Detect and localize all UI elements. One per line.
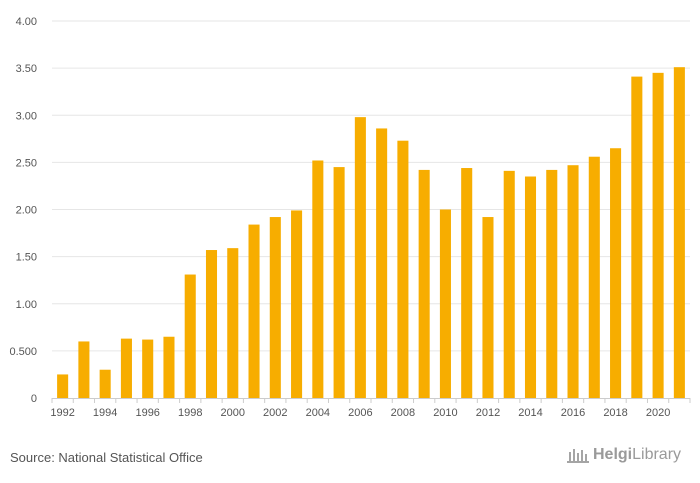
- y-tick-label: 3.00: [16, 110, 37, 122]
- y-tick-label: 3.50: [16, 63, 37, 75]
- x-tick-label: 2000: [221, 407, 245, 419]
- x-tick-label: 1996: [135, 407, 159, 419]
- bar-2005[interactable]: [333, 167, 345, 398]
- bar-2010[interactable]: [439, 209, 451, 399]
- bar-2020[interactable]: [652, 72, 664, 399]
- source-note: Source: National Statistical Office: [10, 450, 203, 465]
- library-building-icon: [567, 449, 589, 463]
- x-tick-label: 2018: [603, 407, 627, 419]
- x-tick-label: 2020: [646, 407, 670, 419]
- x-tick-label: 2002: [263, 407, 287, 419]
- bar-2021[interactable]: [673, 67, 685, 399]
- x-tick-label: 1998: [178, 407, 202, 419]
- x-tick-label: 2006: [348, 407, 372, 419]
- y-tick-label: 2.00: [16, 205, 37, 217]
- bar-2000[interactable]: [227, 248, 239, 398]
- bar-2012[interactable]: [482, 217, 494, 398]
- bar-1996[interactable]: [142, 339, 154, 398]
- bar-2009[interactable]: [418, 169, 430, 398]
- x-tick-label: 1994: [93, 407, 117, 419]
- bar-2017[interactable]: [588, 156, 600, 398]
- bar-2011[interactable]: [461, 168, 473, 398]
- logo-word-library: Library: [632, 446, 682, 463]
- y-tick-label: 1.00: [16, 299, 37, 311]
- bar-2019[interactable]: [631, 76, 643, 399]
- bar-2014[interactable]: [524, 176, 537, 398]
- bar-2002[interactable]: [269, 217, 281, 398]
- bar-1993[interactable]: [78, 341, 90, 398]
- x-axis-ticks: 1992 1994 1996 1998 2000 2002 2004 2006 2008 2010…: [50, 398, 691, 419]
- x-tick-label: 1992: [50, 407, 74, 419]
- grid-lines: [52, 20, 690, 352]
- bar-2015[interactable]: [546, 169, 558, 398]
- bar-1999[interactable]: [205, 250, 218, 398]
- bar-1995[interactable]: [120, 338, 132, 398]
- bar-2007[interactable]: [376, 128, 388, 398]
- bar-2018[interactable]: [610, 148, 622, 398]
- bar-2001[interactable]: [248, 224, 260, 398]
- y-tick-label: 1.50: [16, 252, 37, 264]
- bar-2013[interactable]: [503, 170, 515, 398]
- bar-2003[interactable]: [291, 210, 303, 398]
- bar-2004[interactable]: [312, 160, 324, 398]
- y-tick-label: 2.50: [16, 157, 37, 169]
- y-axis-ticks: 0 0.500 1.00 1.50 2.00 2.50 3.00 3.50 4.00: [9, 16, 37, 405]
- x-tick-label: 2016: [561, 407, 585, 419]
- y-tick-label: 0: [31, 393, 37, 405]
- x-tick-label: 2010: [433, 407, 457, 419]
- bar-2008[interactable]: [397, 140, 409, 398]
- bar-2016[interactable]: [567, 165, 579, 398]
- y-tick-label: 0.500: [9, 346, 37, 358]
- y-tick-label: 4.00: [16, 16, 37, 28]
- x-tick-label: 2008: [391, 407, 415, 419]
- bar-1994[interactable]: [99, 369, 111, 398]
- bar-1998[interactable]: [184, 274, 196, 398]
- bar-1997[interactable]: [163, 336, 175, 398]
- bars: [57, 67, 685, 399]
- helgi-library-logo[interactable]: Helgi Library: [566, 446, 681, 464]
- logo-word-helgi: Helgi: [593, 446, 633, 463]
- bar-2006[interactable]: [354, 117, 366, 398]
- bar-1992[interactable]: [57, 374, 69, 398]
- x-tick-label: 2012: [476, 407, 500, 419]
- x-tick-label: 2014: [518, 407, 542, 419]
- x-tick-label: 2004: [306, 407, 330, 419]
